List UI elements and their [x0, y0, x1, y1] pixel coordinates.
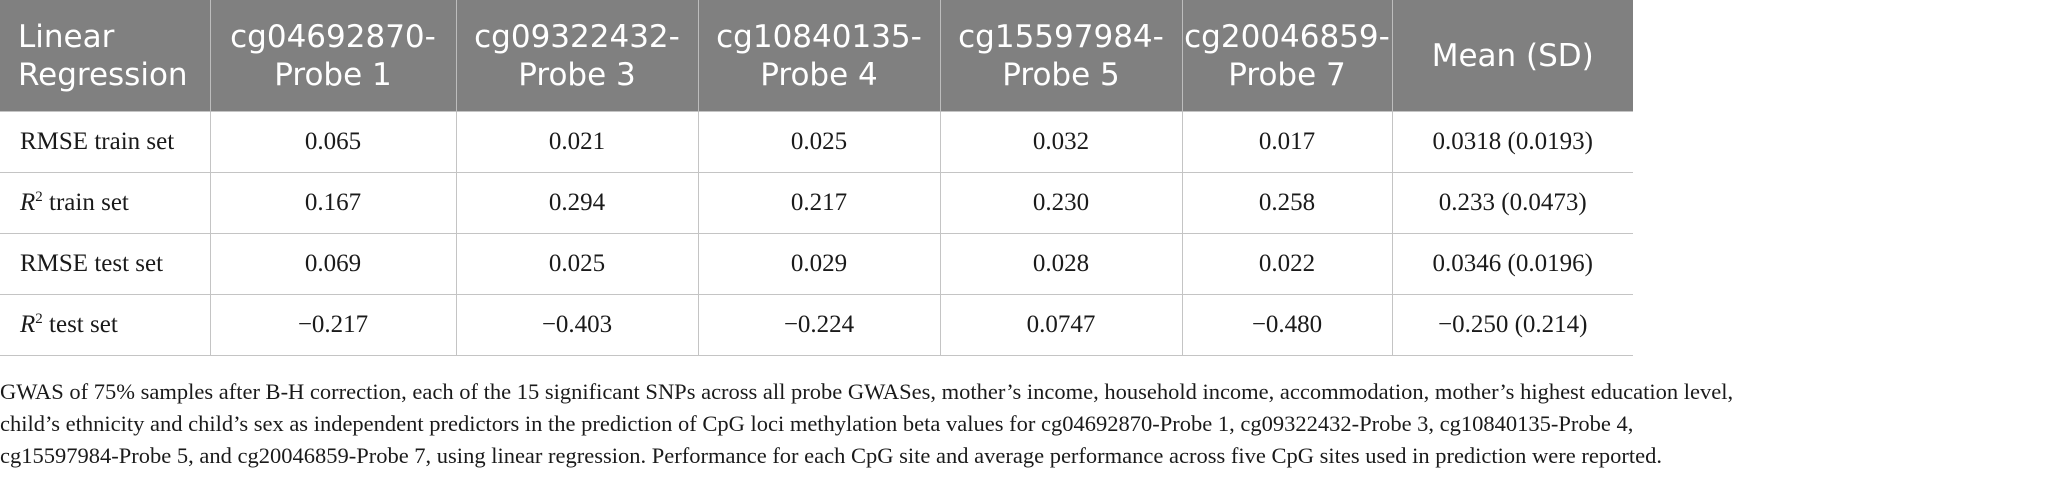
- header-cell-probe-1: cg04692870- Probe 1: [209, 0, 456, 112]
- table-cell: 0.028: [939, 233, 1182, 295]
- r-symbol: R: [20, 311, 36, 338]
- superscript: 2: [35, 311, 43, 327]
- results-table: Linear Regression cg04692870- Probe 1 cg…: [0, 0, 2068, 356]
- table-cell: 0.065: [209, 111, 456, 173]
- r-symbol: R: [20, 189, 36, 216]
- header-cell-mean-sd: Mean (SD): [1391, 0, 1633, 112]
- header-line: Probe 4: [760, 56, 878, 93]
- header-line: Probe 5: [1002, 56, 1120, 93]
- table-cell: −0.480: [1181, 294, 1392, 356]
- header-line: Linear: [18, 18, 115, 55]
- table-cell: −0.250 (0.214): [1391, 294, 1633, 356]
- table-header-row: Linear Regression cg04692870- Probe 1 cg…: [0, 0, 2068, 112]
- header-line: Probe 1: [274, 56, 392, 93]
- header-line: cg04692870-: [230, 18, 436, 55]
- table-cell: 0.025: [697, 111, 940, 173]
- header-line: cg20046859-: [1184, 18, 1390, 55]
- table-cell: 0.0318 (0.0193): [1391, 111, 1633, 173]
- table-row: RMSE train set 0.065 0.021 0.025 0.032 0…: [0, 111, 2068, 173]
- table-cell: 0.032: [939, 111, 1182, 173]
- table-cell: 0.069: [209, 233, 456, 295]
- header-line: Probe 3: [518, 56, 636, 93]
- table-cell: 0.0346 (0.0196): [1391, 233, 1633, 295]
- row-label: R2 test set: [0, 294, 210, 356]
- header-cell-probe-4: cg10840135- Probe 4: [697, 0, 940, 112]
- header-line: cg09322432-: [474, 18, 680, 55]
- table-cell: 0.230: [939, 172, 1182, 234]
- table-cell: 0.294: [455, 172, 698, 234]
- table-cell: 0.0747: [939, 294, 1182, 356]
- table-cell: −0.217: [209, 294, 456, 356]
- table-cell: 0.167: [209, 172, 456, 234]
- row-label: RMSE train set: [0, 111, 210, 173]
- row-label-text: test set: [42, 311, 118, 338]
- header-cell-probe-7: cg20046859- Probe 7: [1181, 0, 1392, 112]
- table-cell: 0.217: [697, 172, 940, 234]
- header-cell-probe-3: cg09322432- Probe 3: [455, 0, 698, 112]
- caption-line: GWAS of 75% samples after B-H correction…: [0, 379, 1734, 404]
- table-row: RMSE test set 0.069 0.025 0.029 0.028 0.…: [0, 233, 2068, 295]
- results-table-container: Linear Regression cg04692870- Probe 1 cg…: [0, 0, 2068, 356]
- row-label-text: train set: [42, 189, 129, 216]
- table-caption: GWAS of 75% samples after B-H correction…: [0, 376, 2060, 472]
- table-cell: 0.021: [455, 111, 698, 173]
- header-line: Mean (SD): [1431, 37, 1594, 74]
- header-cell-linear-regression: Linear Regression: [0, 0, 210, 112]
- row-label: R2 train set: [0, 172, 210, 234]
- header-line: cg15597984-: [958, 18, 1164, 55]
- table-cell: 0.233 (0.0473): [1391, 172, 1633, 234]
- header-line: Probe 7: [1228, 56, 1346, 93]
- row-label: RMSE test set: [0, 233, 210, 295]
- table-row: R2 test set −0.217 −0.403 −0.224 0.0747 …: [0, 294, 2068, 356]
- table-cell: 0.017: [1181, 111, 1392, 173]
- caption-line: child’s ethnicity and child’s sex as ind…: [0, 411, 1634, 436]
- header-cell-probe-5: cg15597984- Probe 5: [939, 0, 1182, 112]
- header-line: Regression: [18, 56, 188, 93]
- caption-line: cg15597984-Probe 5, and cg20046859-Probe…: [0, 443, 1662, 468]
- table-cell: −0.224: [697, 294, 940, 356]
- header-line: cg10840135-: [716, 18, 922, 55]
- table-cell: 0.029: [697, 233, 940, 295]
- table-cell: 0.258: [1181, 172, 1392, 234]
- table-cell: 0.022: [1181, 233, 1392, 295]
- superscript: 2: [35, 189, 43, 205]
- table-row: R2 train set 0.167 0.294 0.217 0.230 0.2…: [0, 172, 2068, 234]
- table-cell: 0.025: [455, 233, 698, 295]
- table-cell: −0.403: [455, 294, 698, 356]
